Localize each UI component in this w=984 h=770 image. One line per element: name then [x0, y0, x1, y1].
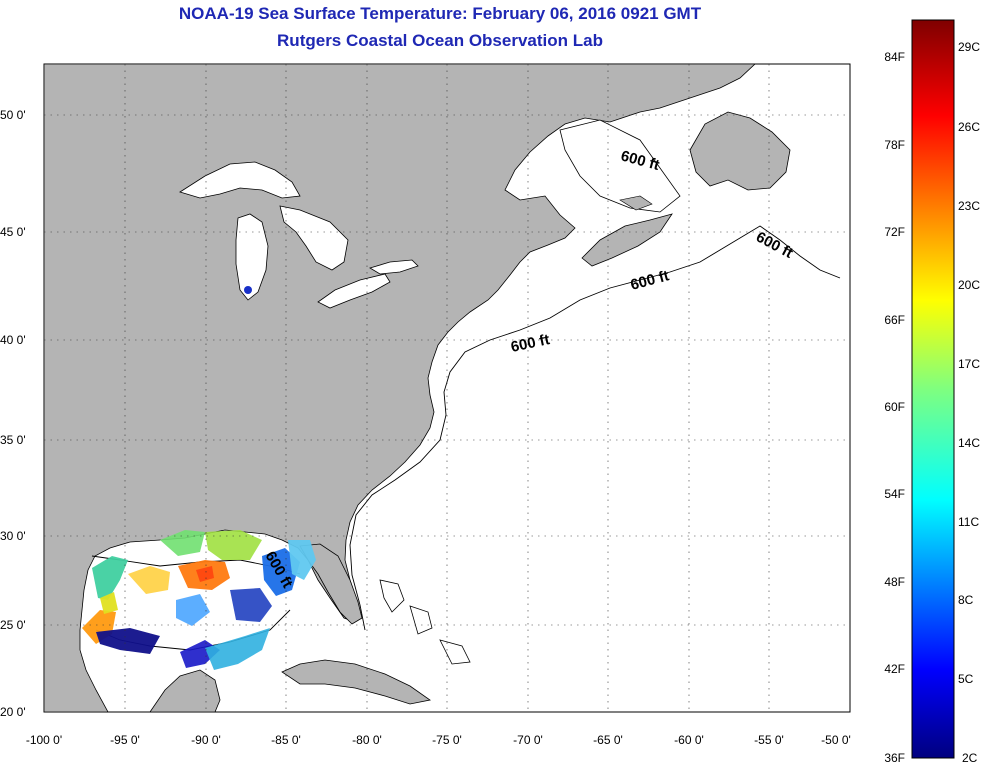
land-yucatan — [149, 669, 221, 712]
lake-erie — [317, 273, 391, 309]
lat-tick-label: 45 0' — [0, 225, 26, 239]
land-bahamas — [379, 579, 471, 665]
lon-tick-label: -75 0' — [432, 733, 462, 747]
colorbar-c-label: 23C — [958, 199, 980, 213]
lon-tick-label: -60 0' — [674, 733, 704, 747]
lon-tick-label: -65 0' — [593, 733, 623, 747]
colorbar-f-label: 66F — [884, 313, 905, 327]
land-newfoundland — [689, 111, 791, 191]
colorbar-f-label: 54F — [884, 487, 905, 501]
colorbar-c-label: 8C — [958, 593, 974, 607]
colorbar-c-label: 2C — [962, 751, 978, 765]
lon-tick-label: -70 0' — [513, 733, 543, 747]
lon-tick-label: -85 0' — [271, 733, 301, 747]
colorbar-f-label: 72F — [884, 225, 905, 239]
lat-tick-label: 35 0' — [0, 433, 26, 447]
lon-tick-label: -50 0' — [821, 733, 851, 747]
lat-tick-label: 50 0' — [0, 108, 26, 122]
colorbar-c-label: 17C — [958, 357, 980, 371]
sst-swath-gulf — [82, 286, 316, 670]
colorbar-f-label: 36F — [884, 751, 905, 765]
colorbar-c-label: 20C — [958, 278, 980, 292]
lake-huron — [279, 205, 349, 271]
lat-tick-label: 20 0' — [0, 705, 26, 719]
lake-superior — [179, 161, 301, 199]
colorbar-c-label: 11C — [958, 515, 979, 529]
colorbar-f-label: 84F — [884, 50, 905, 64]
land-north-america — [44, 64, 756, 712]
colorbar-c-label: 14C — [958, 436, 980, 450]
colorbar-celsius-labels: 29C 26C 23C 20C 17C 14C 11C 8C 5C 2C — [958, 40, 980, 765]
lon-axis: -100 0' -95 0' -90 0' -85 0' -80 0' -75 … — [26, 733, 851, 747]
lon-tick-label: -100 0' — [26, 733, 62, 747]
shelf-contour-600ft — [349, 225, 841, 631]
lat-axis: 20 0' 25 0' 30 0' 35 0' 40 0' 45 0' 50 0… — [0, 108, 26, 719]
colorbar-c-label: 5C — [958, 672, 974, 686]
colorbar-fahrenheit-labels: 84F 78F 72F 66F 60F 54F 48F 42F 36F — [884, 50, 905, 765]
lat-tick-label: 30 0' — [0, 529, 26, 543]
lat-tick-label: 40 0' — [0, 333, 26, 347]
colorbar-f-label: 60F — [884, 400, 905, 414]
colorbar-c-label: 26C — [958, 120, 980, 134]
land-pei — [619, 195, 653, 211]
colorbar-f-label: 48F — [884, 575, 905, 589]
lon-tick-label: -95 0' — [110, 733, 140, 747]
lon-tick-label: -55 0' — [754, 733, 784, 747]
land-nova-scotia — [581, 213, 673, 267]
lat-tick-label: 25 0' — [0, 618, 26, 632]
lake-ontario — [369, 259, 419, 275]
colorbar-f-label: 78F — [884, 138, 905, 152]
land-cuba — [281, 659, 431, 705]
lake-michigan — [235, 213, 269, 301]
lon-tick-label: -80 0' — [352, 733, 382, 747]
map-grid — [44, 64, 850, 712]
lon-tick-label: -90 0' — [191, 733, 221, 747]
colorbar-c-label: 29C — [958, 40, 980, 54]
map-title: NOAA-19 Sea Surface Temperature: Februar… — [178, 4, 702, 23]
land-florida — [299, 543, 363, 625]
map-subtitle: Rutgers Coastal Ocean Observation Lab — [277, 31, 603, 50]
colorbar-f-label: 42F — [884, 662, 905, 676]
gulf-st-lawrence — [559, 119, 681, 213]
colorbar — [911, 19, 955, 759]
